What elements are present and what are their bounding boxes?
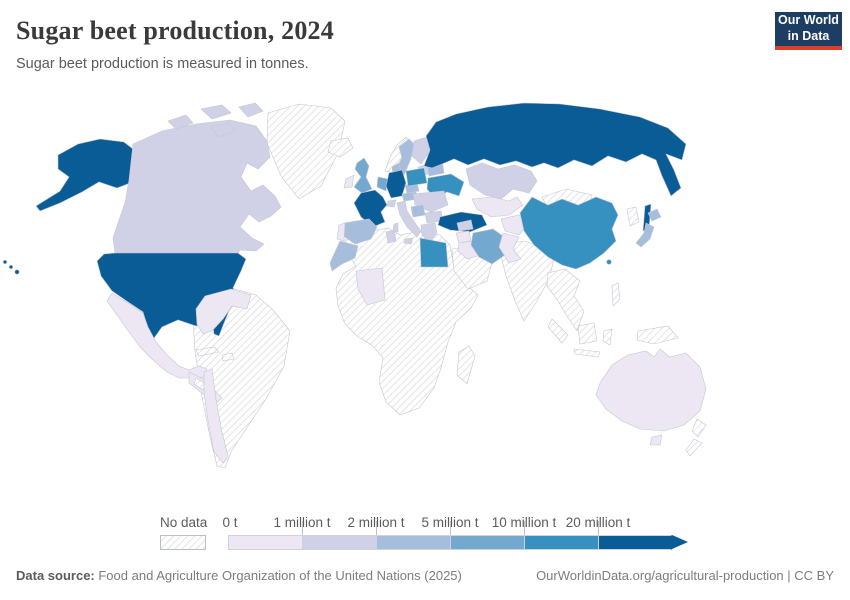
chart-subtitle: Sugar beet production is measured in ton… xyxy=(16,56,309,72)
country-france[interactable] xyxy=(353,189,388,228)
owid-logo-line1: Our World xyxy=(778,13,839,28)
legend-tick-mark xyxy=(376,521,377,535)
region-sulawesi-nodata[interactable] xyxy=(602,328,613,346)
region-java-nodata[interactable] xyxy=(573,348,601,358)
country-philippines[interactable] xyxy=(611,282,621,307)
region-sumatra-nodata[interactable] xyxy=(547,318,569,344)
country-poland[interactable] xyxy=(405,167,428,187)
page-title: Sugar beet production, 2024 xyxy=(16,16,334,45)
legend-tick-0: 0 t xyxy=(222,515,238,530)
legend-no-data-swatch[interactable] xyxy=(160,535,206,550)
data-source-label: Data source: xyxy=(16,568,95,583)
region-indochina-nodata[interactable] xyxy=(546,268,585,332)
country-mali[interactable] xyxy=(355,267,386,306)
country-sweden[interactable] xyxy=(395,138,416,176)
country-germany[interactable] xyxy=(385,169,407,199)
owid-logo[interactable]: Our World in Data xyxy=(775,12,842,50)
owid-credit-link[interactable]: OurWorldinData.org/agricultural-producti… xyxy=(536,568,834,583)
region-benelux[interactable] xyxy=(376,176,389,192)
country-iran[interactable] xyxy=(470,228,508,265)
data-source-value: Food and Agriculture Organization of the… xyxy=(94,568,462,583)
country-usa-alaska[interactable] xyxy=(35,138,134,212)
legend-no-data-label: No data xyxy=(160,515,208,530)
country-russia[interactable] xyxy=(423,102,687,197)
country-greenland[interactable] xyxy=(266,103,346,200)
region-borneo-nodata[interactable] xyxy=(577,322,598,345)
country-italy[interactable] xyxy=(392,200,422,245)
legend-tick-mark xyxy=(524,521,525,535)
chart-footer: Data source: Food and Agriculture Organi… xyxy=(16,568,834,583)
country-usa-hawaii[interactable] xyxy=(2,259,20,275)
country-switzerland[interactable] xyxy=(386,199,397,208)
country-australia[interactable] xyxy=(595,348,707,432)
country-portugal[interactable] xyxy=(336,222,346,242)
owid-logo-line2: in Data xyxy=(787,29,830,43)
map-legend: No data 0 t 1 million t 2 million t 5 mi… xyxy=(0,515,850,555)
legend-bin-2[interactable] xyxy=(376,535,450,550)
legend-arrow xyxy=(672,535,688,549)
region-new-guinea-nodata[interactable] xyxy=(636,325,679,345)
country-chile[interactable] xyxy=(203,368,229,464)
country-morocco[interactable] xyxy=(329,240,359,272)
country-egypt[interactable] xyxy=(419,237,449,268)
legend-bin-1[interactable] xyxy=(302,535,376,550)
region-central-asia[interactable] xyxy=(471,196,524,218)
country-finland[interactable] xyxy=(411,136,431,165)
legend-bin-0[interactable] xyxy=(228,535,302,550)
country-cuba[interactable] xyxy=(195,346,220,357)
region-colombia-venezuela-ecuador[interactable] xyxy=(195,288,252,335)
country-madagascar[interactable] xyxy=(456,345,476,385)
region-korea-nodata[interactable] xyxy=(626,206,640,227)
country-pakistan[interactable] xyxy=(498,232,522,264)
country-syria[interactable] xyxy=(455,230,472,244)
world-choropleth-map xyxy=(2,102,707,469)
country-iceland[interactable] xyxy=(327,137,354,158)
region-tasmania[interactable] xyxy=(649,434,663,446)
country-china[interactable] xyxy=(519,196,619,270)
region-caucasus[interactable] xyxy=(456,219,474,232)
legend-color-bar xyxy=(228,535,672,550)
country-kazakhstan[interactable] xyxy=(465,162,538,200)
legend-bin-4[interactable] xyxy=(524,535,598,550)
country-serbia[interactable] xyxy=(410,204,426,218)
country-ireland[interactable] xyxy=(343,174,355,189)
region-canadian-arctic[interactable] xyxy=(167,102,264,138)
region-hispaniola-nodata[interactable] xyxy=(221,352,235,362)
country-tunisia[interactable] xyxy=(385,229,397,244)
country-japan[interactable] xyxy=(635,208,662,248)
legend-bin-5[interactable] xyxy=(598,535,672,550)
country-greece[interactable] xyxy=(420,222,438,244)
legend-tick-mark xyxy=(598,521,599,535)
country-united-kingdom[interactable] xyxy=(353,157,373,194)
country-canada[interactable] xyxy=(112,119,282,254)
region-central-america-nodata[interactable] xyxy=(193,377,207,391)
legend-bin-3[interactable] xyxy=(450,535,524,550)
country-new-zealand[interactable] xyxy=(685,418,707,457)
region-hainan[interactable] xyxy=(606,259,612,265)
data-source: Data source: Food and Agriculture Organi… xyxy=(16,568,462,583)
legend-tick-mark xyxy=(302,521,303,535)
legend-tick-mark xyxy=(450,521,451,535)
